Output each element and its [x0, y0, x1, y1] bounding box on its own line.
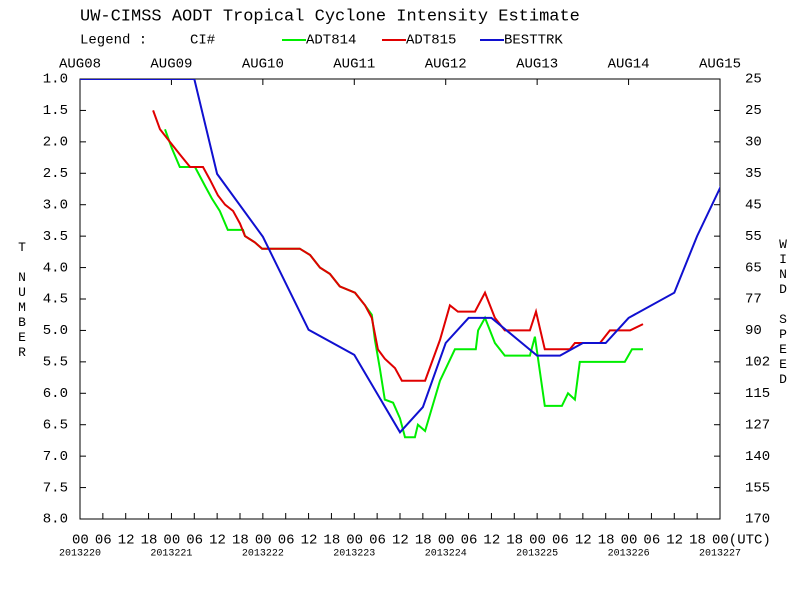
series-line — [80, 79, 720, 434]
y2-tick-label: 155 — [745, 480, 770, 496]
x-tick-label: 18 — [689, 533, 706, 549]
x-tick-label: 06 — [95, 533, 112, 549]
y-tick-label: 4.0 — [43, 260, 68, 276]
y2-tick-label: 65 — [745, 260, 762, 276]
x-tick-label: 18 — [415, 533, 432, 549]
legend-unit: CI# — [190, 33, 215, 49]
y2-tick-label: 127 — [745, 417, 770, 433]
top-date-label: AUG11 — [333, 57, 375, 73]
y-tick-label: 1.0 — [43, 72, 68, 88]
y2-tick-label: 45 — [745, 197, 762, 213]
x-tick-label: 00(UTC) — [712, 533, 771, 549]
top-date-label: AUG14 — [608, 57, 650, 73]
y2-axis-label: WIND SPEED — [776, 237, 791, 387]
y-axis-label: T NUMBER — [15, 240, 30, 360]
y-tick-label: 2.5 — [43, 166, 68, 182]
x-tick-label: 18 — [141, 533, 158, 549]
top-date-label: AUG12 — [425, 57, 467, 73]
x-tick-label: 00 — [72, 533, 89, 549]
y2-tick-label: 90 — [745, 323, 762, 339]
x-tick-label: 12 — [666, 533, 683, 549]
x-tick-label: 00 — [163, 533, 180, 549]
top-date-label: AUG10 — [242, 57, 284, 73]
x-tick-label: 06 — [461, 533, 478, 549]
y-tick-label: 5.5 — [43, 355, 68, 371]
x-tick-label: 06 — [552, 533, 569, 549]
x-tick-label: 06 — [369, 533, 386, 549]
date-label: 2013224 — [425, 549, 467, 560]
y-tick-label: 2.0 — [43, 135, 68, 151]
x-tick-label: 18 — [598, 533, 615, 549]
x-tick-label: 18 — [506, 533, 523, 549]
y-tick-label: 8.0 — [43, 512, 68, 528]
x-tick-label: 00 — [621, 533, 638, 549]
y-tick-label: 6.5 — [43, 417, 68, 433]
x-tick-label: 12 — [483, 533, 500, 549]
y-tick-label: 5.0 — [43, 323, 68, 339]
x-tick-label: 06 — [278, 533, 295, 549]
y-tick-label: 1.5 — [43, 103, 68, 119]
x-tick-label: 00 — [255, 533, 272, 549]
y-tick-label: 3.0 — [43, 197, 68, 213]
x-tick-label: 00 — [346, 533, 363, 549]
x-tick-label: 12 — [392, 533, 409, 549]
y-tick-label: 6.0 — [43, 386, 68, 402]
date-label: 2013222 — [242, 549, 284, 560]
x-tick-label: 12 — [209, 533, 226, 549]
y2-tick-label: 170 — [745, 512, 770, 528]
date-label: 2013221 — [150, 549, 192, 560]
date-label: 2013225 — [516, 549, 558, 560]
legend-entry: ADT814 — [306, 33, 356, 49]
y2-tick-label: 35 — [745, 166, 762, 182]
legend-label: Legend : — [80, 33, 147, 49]
y2-tick-label: 30 — [745, 135, 762, 151]
legend-entry: ADT815 — [406, 33, 456, 49]
y2-tick-label: 140 — [745, 449, 770, 465]
x-tick-label: 12 — [118, 533, 135, 549]
series-line — [164, 128, 643, 439]
legend-entry: BESTTRK — [504, 33, 563, 49]
y-tick-label: 7.0 — [43, 449, 68, 465]
chart-title: UW-CIMSS AODT Tropical Cyclone Intensity… — [80, 7, 580, 26]
x-tick-label: 18 — [323, 533, 340, 549]
y2-tick-label: 25 — [745, 103, 762, 119]
top-date-label: AUG13 — [516, 57, 558, 73]
plot-frame — [79, 78, 721, 520]
top-date-label: AUG08 — [59, 57, 101, 73]
series-line — [152, 110, 644, 382]
x-tick-label: 12 — [575, 533, 592, 549]
y2-tick-label: 25 — [745, 72, 762, 88]
x-tick-label: 12 — [301, 533, 318, 549]
y-tick-label: 3.5 — [43, 229, 68, 245]
y2-tick-label: 115 — [745, 386, 770, 402]
x-tick-label: 00 — [438, 533, 455, 549]
x-tick-label: 06 — [186, 533, 203, 549]
x-tick-label: 06 — [643, 533, 660, 549]
x-tick-label: 18 — [232, 533, 249, 549]
x-tick-label: 00 — [529, 533, 546, 549]
y-tick-label: 4.5 — [43, 292, 68, 308]
date-label: 2013227 — [699, 549, 741, 560]
top-date-label: AUG09 — [150, 57, 192, 73]
top-date-label: AUG15 — [699, 57, 741, 73]
date-label: 2013226 — [608, 549, 650, 560]
y2-tick-label: 55 — [745, 229, 762, 245]
date-label: 2013223 — [333, 549, 375, 560]
y2-tick-label: 102 — [745, 355, 770, 371]
date-label: 2013220 — [59, 549, 101, 560]
y-tick-label: 7.5 — [43, 480, 68, 496]
y2-tick-label: 77 — [745, 292, 762, 308]
